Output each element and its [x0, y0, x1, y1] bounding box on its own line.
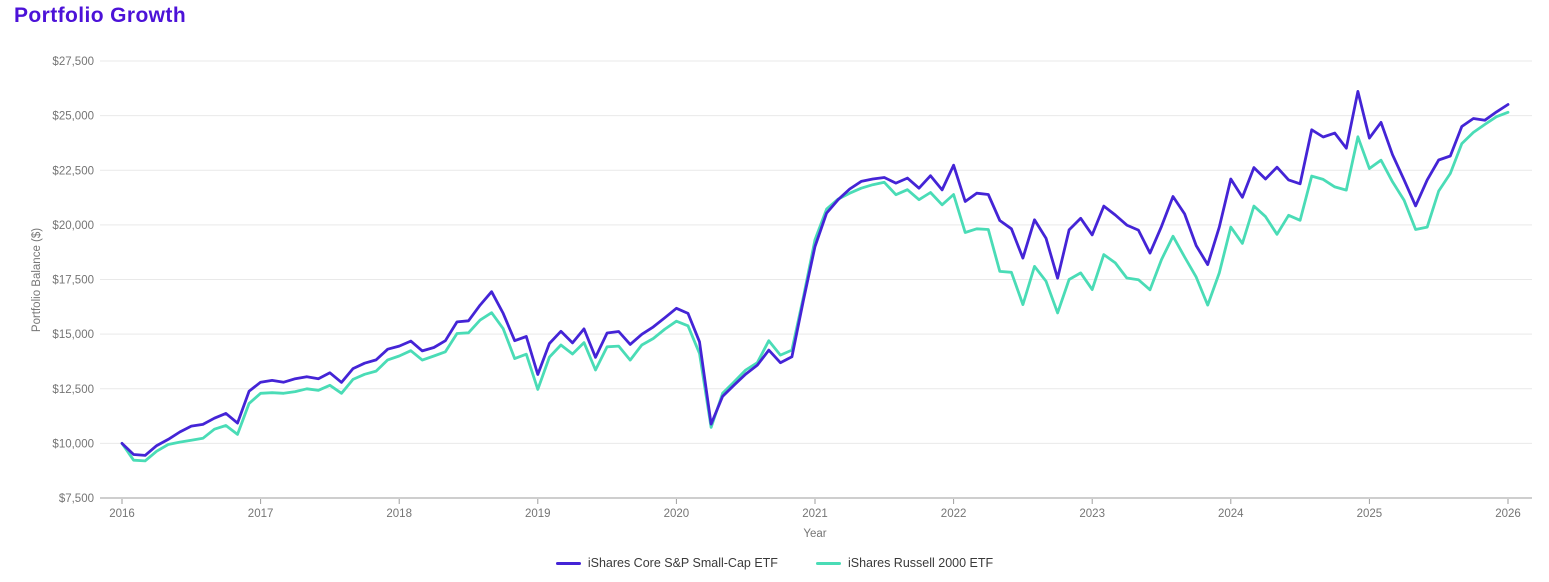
- x-tick-label: 2026: [1495, 508, 1521, 520]
- y-tick-label: $25,000: [52, 111, 94, 123]
- y-tick-label: $10,000: [52, 438, 94, 450]
- x-tick-label: 2017: [248, 508, 274, 520]
- x-tick-label: 2019: [525, 508, 551, 520]
- legend-label-russell-2000: iShares Russell 2000 ETF: [847, 556, 994, 570]
- y-tick-label: $17,500: [52, 275, 94, 287]
- chart-legend: iShares Core S&P Small-Cap ETF iShares R…: [0, 556, 1549, 570]
- y-tick-label: $22,500: [52, 165, 94, 177]
- x-tick-label: 2023: [1079, 508, 1105, 520]
- y-tick-label: $27,500: [52, 56, 94, 68]
- x-tick-label: 2021: [802, 508, 828, 520]
- legend-label-small-cap: iShares Core S&P Small-Cap ETF: [587, 556, 778, 570]
- series-line-ishares-russell-2000-etf[interactable]: [120, 110, 1510, 463]
- y-tick-label: $20,000: [52, 220, 94, 232]
- y-tick-label: $15,000: [52, 329, 94, 341]
- y-tick-label: $12,500: [52, 384, 94, 396]
- x-axis-title: Year: [803, 528, 827, 540]
- legend-line-swatch-small-cap-icon: [555, 561, 581, 565]
- x-tick-label: 2018: [386, 508, 412, 520]
- series-line-ishares-core-sp-small-cap-etf[interactable]: [120, 90, 1510, 457]
- y-tick-label: $7,500: [59, 493, 94, 505]
- x-tick-label: 2020: [664, 508, 690, 520]
- y-axis-title: Portfolio Balance ($): [31, 227, 43, 333]
- x-tick-label: 2024: [1218, 508, 1244, 520]
- x-tick-label: 2016: [109, 508, 135, 520]
- legend-line-swatch-russell-2000-icon: [815, 561, 841, 565]
- legend-item-russell-2000-etf[interactable]: iShares Russell 2000 ETF: [815, 556, 994, 570]
- x-tick-label: 2022: [941, 508, 967, 520]
- legend-item-small-cap-etf[interactable]: iShares Core S&P Small-Cap ETF: [555, 556, 778, 570]
- chart-title: Portfolio Growth: [14, 4, 187, 27]
- x-tick-label: 2025: [1357, 508, 1383, 520]
